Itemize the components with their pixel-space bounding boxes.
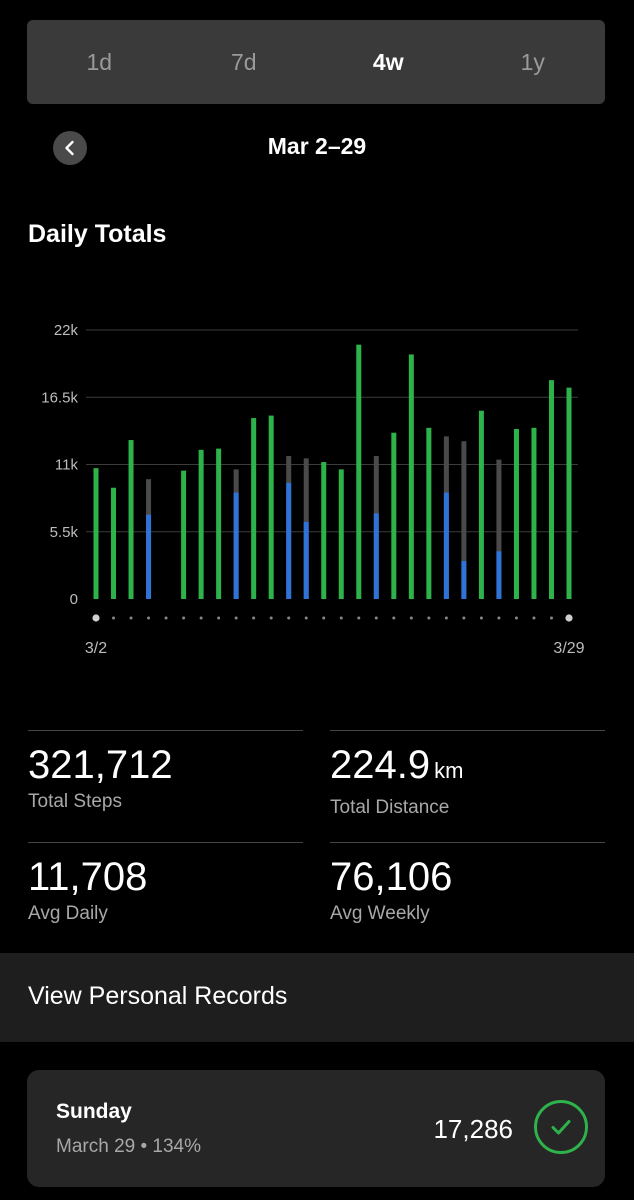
day-subtitle: March 29 • 134%	[56, 1136, 202, 1157]
bar-steps	[216, 448, 222, 599]
bar-steps	[461, 561, 467, 599]
x-axis-dot	[462, 616, 466, 620]
x-axis-dot	[234, 616, 238, 620]
bar-steps	[548, 380, 554, 599]
total-steps-label: Total Steps	[28, 791, 122, 812]
day-name: Sunday	[56, 1100, 132, 1123]
x-axis-dot	[147, 616, 151, 620]
bar-steps	[286, 482, 292, 599]
bar-steps	[531, 427, 537, 599]
x-axis-dot	[112, 616, 116, 620]
y-tick-label: 16.5k	[41, 389, 78, 406]
bar-steps	[128, 440, 134, 599]
bar-steps	[426, 427, 432, 599]
tab-7d[interactable]: 7d	[230, 49, 257, 75]
records-label: View Personal Records	[28, 982, 288, 1010]
y-tick-label: 22k	[54, 322, 79, 339]
avg-weekly-label: Avg Weekly	[330, 903, 430, 924]
x-axis-dot	[322, 616, 326, 620]
back-button[interactable]	[53, 131, 87, 165]
date-range-title: Mar 2–29	[267, 133, 367, 159]
daily-totals-chart: 22k 16.5k 11k 5.5k 0 3/2 3/29	[41, 322, 584, 657]
x-axis-dot	[444, 616, 448, 620]
x-axis-dot	[497, 616, 501, 620]
bar-steps	[268, 415, 274, 599]
x-axis-dot	[252, 616, 256, 620]
x-axis-dot	[514, 616, 518, 620]
stat-total-steps: 321,712 Total Steps	[28, 730, 303, 843]
bar-steps	[93, 468, 99, 599]
bar-steps	[321, 462, 327, 599]
avg-daily-value: 11,708	[28, 855, 148, 899]
period-tabs: 1d 7d 4w 1y	[27, 20, 605, 104]
view-personal-records-button[interactable]: View Personal Records	[0, 953, 634, 1042]
x-axis-dot	[532, 616, 536, 620]
bar-steps	[478, 410, 484, 599]
stat-avg-daily: 11,708 Avg Daily	[28, 842, 303, 955]
x-axis-dot	[479, 616, 483, 620]
section-title: Daily Totals	[28, 220, 167, 248]
x-axis-dot	[217, 616, 221, 620]
total-steps-value: 321,712	[28, 743, 173, 787]
bar-steps	[338, 469, 344, 599]
bar-steps	[496, 551, 502, 599]
y-tick-label: 0	[70, 591, 78, 608]
x-axis-dot	[549, 616, 553, 620]
bar-steps	[233, 492, 239, 599]
tab-1d[interactable]: 1d	[86, 49, 113, 75]
total-distance-label: Total Distance	[330, 797, 450, 818]
bar-steps	[373, 513, 379, 599]
bar-steps	[146, 514, 152, 599]
tab-1y[interactable]: 1y	[520, 49, 545, 75]
distance-unit: km	[434, 758, 464, 783]
bar-steps	[111, 487, 117, 599]
bar-steps	[513, 429, 519, 599]
bar-goal	[461, 441, 467, 599]
x-axis-dot	[269, 616, 273, 620]
x-axis-dot	[409, 616, 413, 620]
avg-daily-label: Avg Daily	[28, 903, 108, 924]
avg-weekly-value: 76,106	[330, 855, 453, 899]
x-axis-dot	[92, 614, 100, 622]
x-axis-dot	[164, 616, 168, 620]
bar-steps	[391, 432, 397, 599]
bar-steps	[303, 521, 309, 599]
bar-steps	[251, 418, 257, 599]
x-start-label: 3/2	[85, 640, 107, 657]
bar-steps	[443, 492, 449, 599]
stat-total-distance: 224.9 km Total Distance	[330, 730, 605, 843]
x-axis-dot	[182, 616, 186, 620]
total-distance-value: 224.9	[330, 743, 431, 787]
y-tick-label: 5.5k	[50, 524, 79, 541]
x-axis-dot	[129, 616, 133, 620]
bar-steps	[356, 344, 362, 599]
x-axis-dot	[427, 616, 431, 620]
x-axis-dot	[304, 616, 308, 620]
x-axis-dot	[565, 614, 573, 622]
bar-steps	[198, 449, 204, 599]
stat-avg-weekly: 76,106 Avg Weekly	[330, 842, 605, 955]
day-summary-card[interactable]: Sunday March 29 • 134% 17,286	[27, 1070, 605, 1187]
x-end-label: 3/29	[553, 640, 584, 657]
x-axis-dot	[392, 616, 396, 620]
x-axis-dot	[374, 616, 378, 620]
tab-4w[interactable]: 4w	[372, 49, 404, 75]
bar-steps	[408, 354, 414, 599]
bar-goal	[496, 459, 502, 599]
x-axis-dot	[339, 616, 343, 620]
x-axis-dot	[357, 616, 361, 620]
bar-steps	[181, 470, 187, 599]
x-axis-dot	[287, 616, 291, 620]
x-axis-dot	[199, 616, 203, 620]
check-circle-icon	[534, 1100, 588, 1154]
bar-steps	[566, 387, 572, 599]
y-tick-label: 11k	[55, 457, 79, 474]
day-steps: 17,286	[433, 1114, 513, 1144]
chevron-left-icon	[65, 140, 74, 156]
